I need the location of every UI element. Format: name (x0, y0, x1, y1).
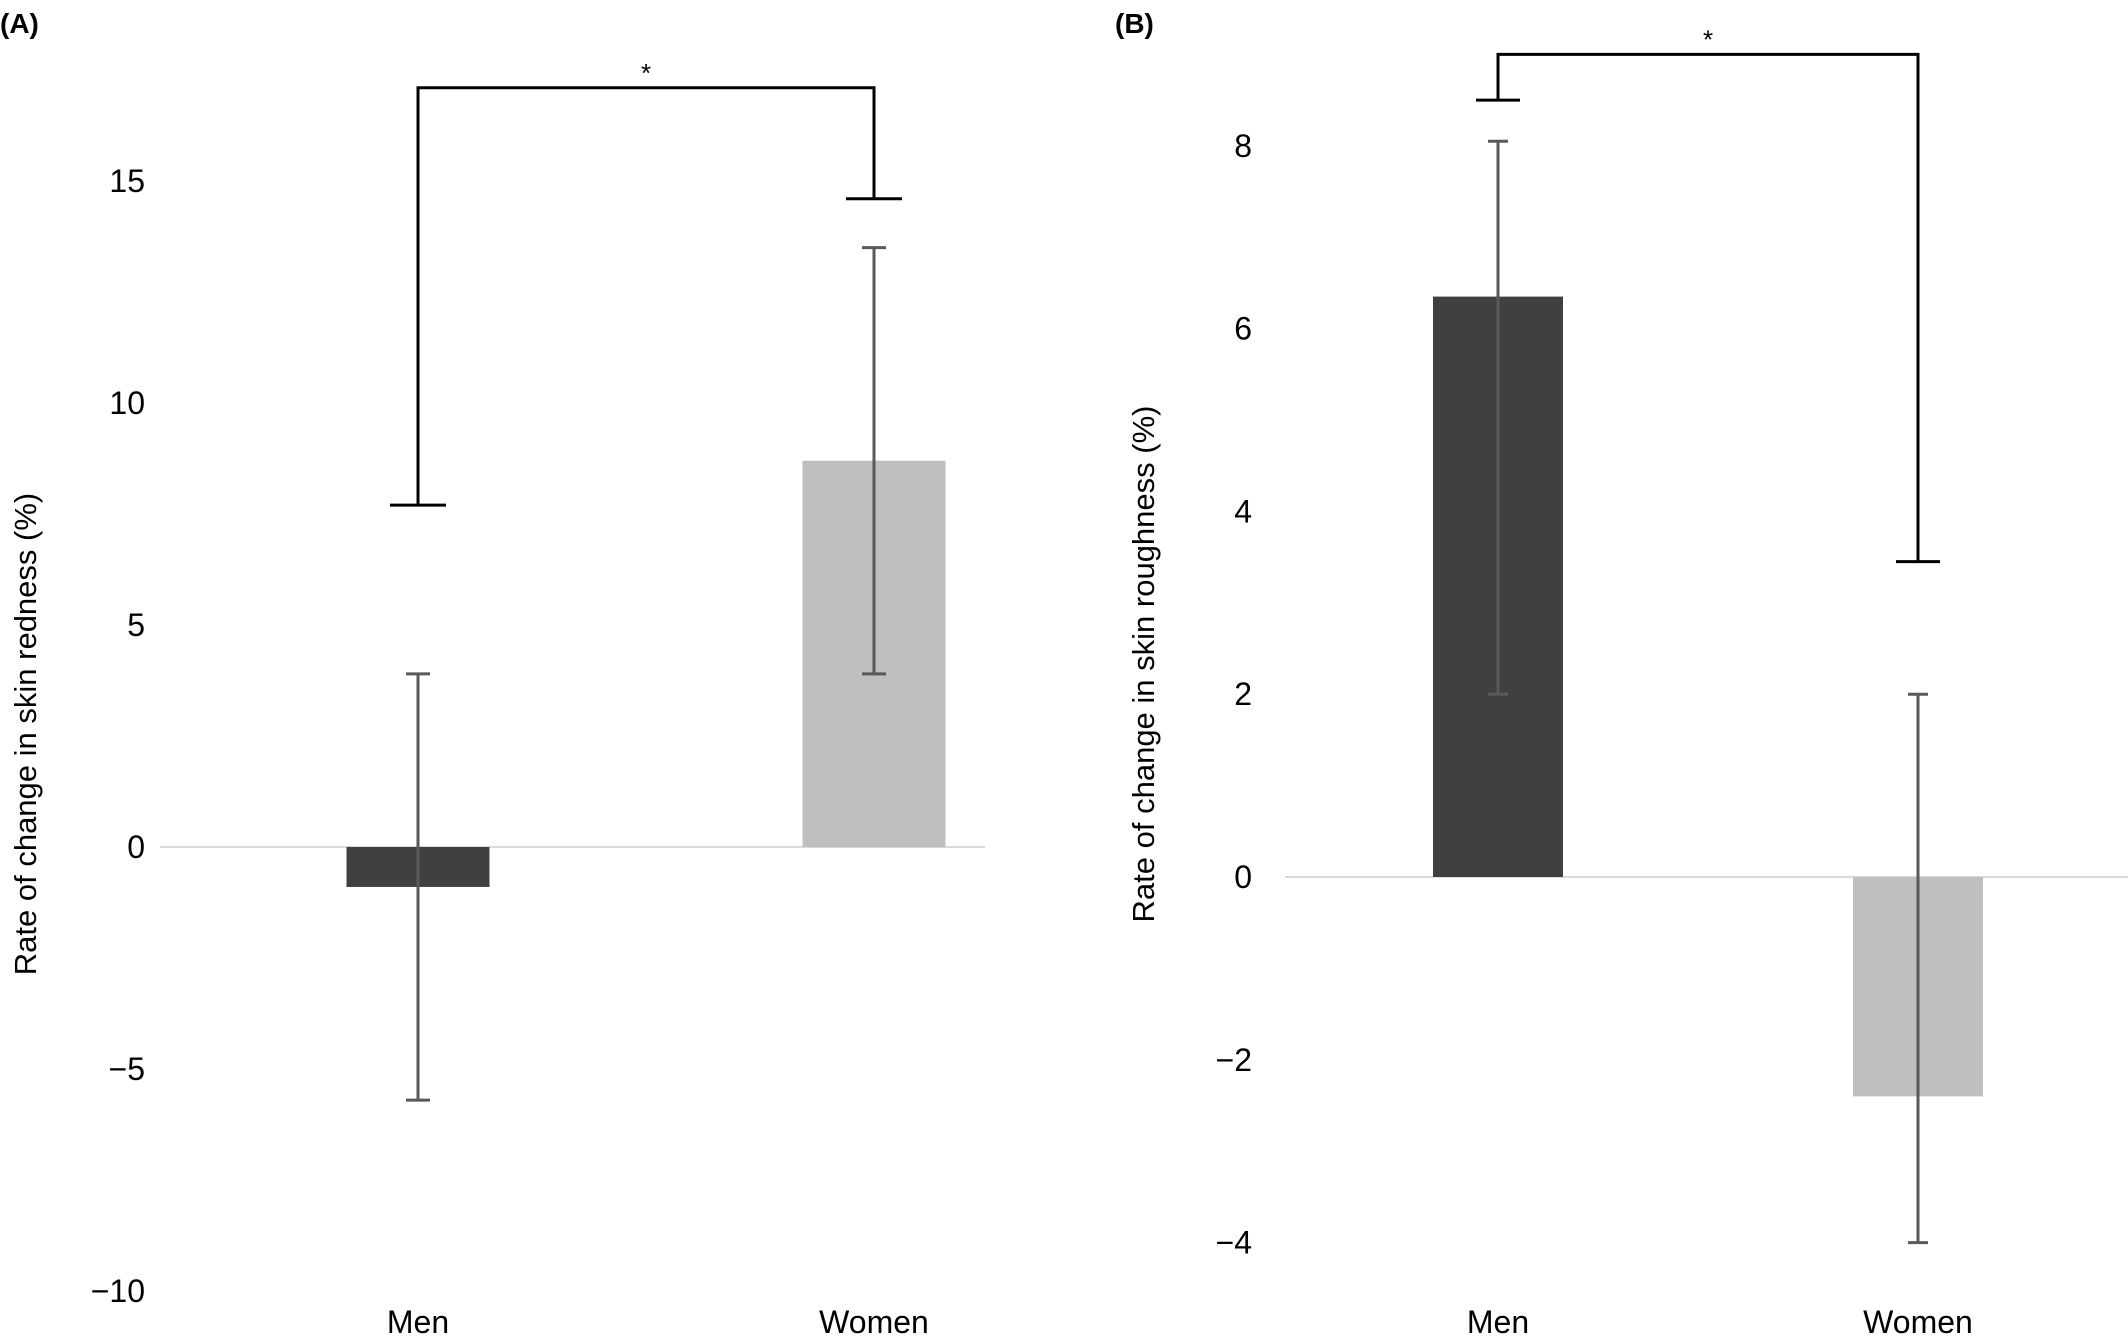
y-tick-label: 10 (109, 385, 145, 421)
y-axis-label: Rate of change in skin roughness (%) (1126, 406, 1161, 923)
y-tick-label: 0 (1234, 859, 1252, 895)
x-tick-label: Men (1467, 1304, 1529, 1340)
significance-bracket (416, 86, 876, 506)
panel-label: (B) (1115, 8, 1154, 39)
y-tick-label: 8 (1234, 128, 1252, 164)
y-tick-label: 15 (109, 163, 145, 199)
y-tick-label: −5 (109, 1051, 145, 1087)
panel-a: (A) 15 10 5 0 −5 −10 Rate of change in skin red… (0, 8, 985, 1340)
y-tick-label: 6 (1234, 311, 1252, 347)
panel-b: (B) 8 6 4 2 0 −2 −4 Rate of change in skin rough… (1115, 8, 2128, 1340)
y-tick-label: −2 (1216, 1042, 1252, 1078)
significance-bracket (1496, 52, 1920, 562)
significance-marker: * (1703, 24, 1713, 54)
y-tick-label: −4 (1216, 1225, 1252, 1261)
x-tick-label: Men (387, 1304, 449, 1340)
panel-label: (A) (0, 8, 39, 39)
y-tick-label: −10 (91, 1273, 145, 1309)
y-tick-label: 4 (1234, 493, 1252, 529)
y-tick-label: 5 (127, 607, 145, 643)
x-tick-label: Women (819, 1304, 929, 1340)
x-tick-label: Women (1863, 1304, 1973, 1340)
y-tick-label: 0 (127, 829, 145, 865)
significance-marker: * (641, 58, 651, 88)
y-tick-label: 2 (1234, 676, 1252, 712)
y-axis-label: Rate of change in skin redness (%) (8, 493, 43, 975)
